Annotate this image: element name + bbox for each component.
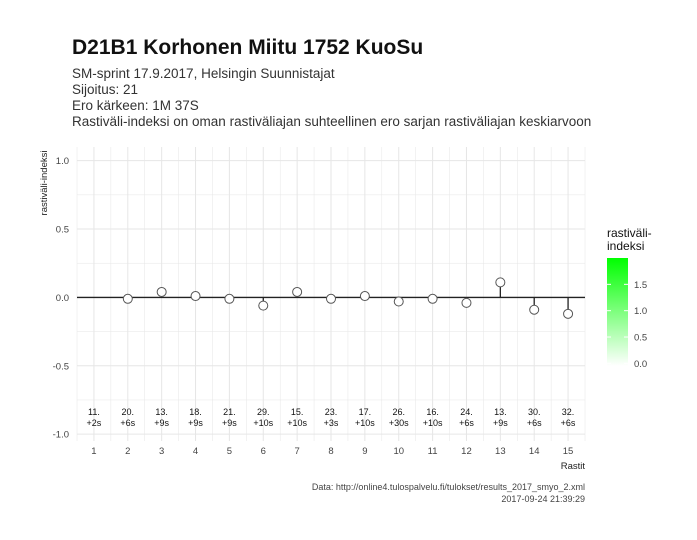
rank-label: 13. <box>155 407 168 417</box>
data-point <box>292 286 303 297</box>
rank-label: 29. <box>257 407 270 417</box>
x-tick-label: 3 <box>159 446 164 457</box>
legend-ticks: 1.5 1.0 0.5 0.0 <box>607 280 647 370</box>
x-tick-label: 8 <box>328 446 333 457</box>
x-tick-label: 4 <box>193 446 198 457</box>
rank-label: 24. <box>460 407 473 417</box>
data-point <box>122 293 133 304</box>
data-point <box>427 293 438 304</box>
caption-timestamp: 2017-09-24 21:39:29 <box>501 494 585 504</box>
x-tick-label: 15 <box>563 446 574 457</box>
legend-title-line-2: indeksi <box>607 239 644 253</box>
x-tick-label: 7 <box>294 446 299 457</box>
subtitle-line-3: Ero kärkeen: 1M 37S <box>72 98 199 113</box>
rank-label: 30. <box>528 407 541 417</box>
axes: 1.00.50.0-0.5-1.01 2 3 4 5 6 7 8 9 10 11 12 13 14 15 <box>53 156 574 457</box>
rank-label: 11. <box>88 407 100 417</box>
x-tick-label: 1 <box>91 446 96 457</box>
legend-tick-label: 0.5 <box>634 333 647 344</box>
diff-label: +9s <box>188 418 203 428</box>
diff-label: +10s <box>423 418 443 428</box>
legend-tick-label: 1.0 <box>634 306 647 317</box>
data-point <box>495 277 506 288</box>
diff-label: +9s <box>154 418 169 428</box>
data-point <box>529 304 540 315</box>
diff-label: +10s <box>355 418 375 428</box>
subtitle-line-2: Sijoitus: 21 <box>72 82 138 97</box>
y-axis-label: rastiväli-indeksi <box>39 151 50 216</box>
data-point <box>190 291 201 302</box>
data-point <box>359 291 370 302</box>
rank-label: 32. <box>562 407 575 417</box>
rank-label: 20. <box>122 407 135 417</box>
x-tick-label: 10 <box>393 446 404 457</box>
rank-label: 13. <box>494 407 507 417</box>
x-tick-label: 13 <box>495 446 506 457</box>
rank-label: 26. <box>392 407 405 417</box>
data-marks <box>77 277 585 319</box>
rank-label: 15. <box>291 407 304 417</box>
diff-label: +9s <box>493 418 508 428</box>
data-point <box>156 286 167 297</box>
diff-label: +6s <box>459 418 474 428</box>
y-tick-label: 1.0 <box>56 156 69 167</box>
y-tick-label: 0.0 <box>56 293 69 304</box>
rank-label: 16. <box>426 407 439 417</box>
legend: rastiväli- indeksi 1.5 1.0 0.5 0.0 <box>607 226 652 370</box>
rank-label: 18. <box>189 407 202 417</box>
diff-label: +10s <box>253 418 273 428</box>
data-point <box>326 293 336 304</box>
rank-label: 17. <box>359 407 372 417</box>
x-axis-label: Rastit <box>561 461 586 472</box>
data-point <box>461 297 472 308</box>
legend-tick-label: 1.5 <box>634 280 647 291</box>
x-tick-label: 6 <box>261 446 266 457</box>
x-tick-label: 12 <box>461 446 472 457</box>
diff-label: +6s <box>561 418 576 428</box>
diff-label: +2s <box>87 418 102 428</box>
diff-label: +6s <box>120 418 135 428</box>
x-tick-label: 14 <box>529 446 540 457</box>
x-tick-label: 9 <box>362 446 367 457</box>
chart-title: D21B1 Korhonen Miitu 1752 KuoSu <box>72 36 423 59</box>
legend-colorbar <box>607 258 628 366</box>
legend-tick-label: 0.0 <box>634 359 647 370</box>
x-tick-label: 11 <box>428 446 438 457</box>
data-point <box>258 300 269 311</box>
subtitle-line-4: Rastiväli-indeksi on oman rastiväliajan … <box>72 114 591 129</box>
x-tick-label: 5 <box>227 446 232 457</box>
y-tick-label: -0.5 <box>53 361 69 372</box>
subtitle-line-1: SM-sprint 17.9.2017, Helsingin Suunnista… <box>72 66 335 81</box>
caption-source: Data: http://online4.tulospalvelu.fi/tul… <box>312 482 585 492</box>
y-tick-label: -1.0 <box>53 430 69 441</box>
diff-label: +9s <box>222 418 237 428</box>
data-point <box>563 308 574 319</box>
x-tick-label: 2 <box>125 446 130 457</box>
diff-label: +10s <box>287 418 307 428</box>
diff-label: +6s <box>527 418 542 428</box>
data-point <box>224 293 235 304</box>
legend-title-line-1: rastiväli- <box>607 226 652 240</box>
rank-label: 21. <box>223 407 236 417</box>
rank-label: 23. <box>325 407 338 417</box>
data-point <box>393 296 404 307</box>
diff-label: +3s <box>324 418 339 428</box>
y-tick-label: 0.5 <box>56 225 69 236</box>
diff-label: +30s <box>389 418 409 428</box>
split-annotations: 11.+2s20.+6s13.+9s18.+9s21.+9s29.+10s15.… <box>87 407 576 428</box>
